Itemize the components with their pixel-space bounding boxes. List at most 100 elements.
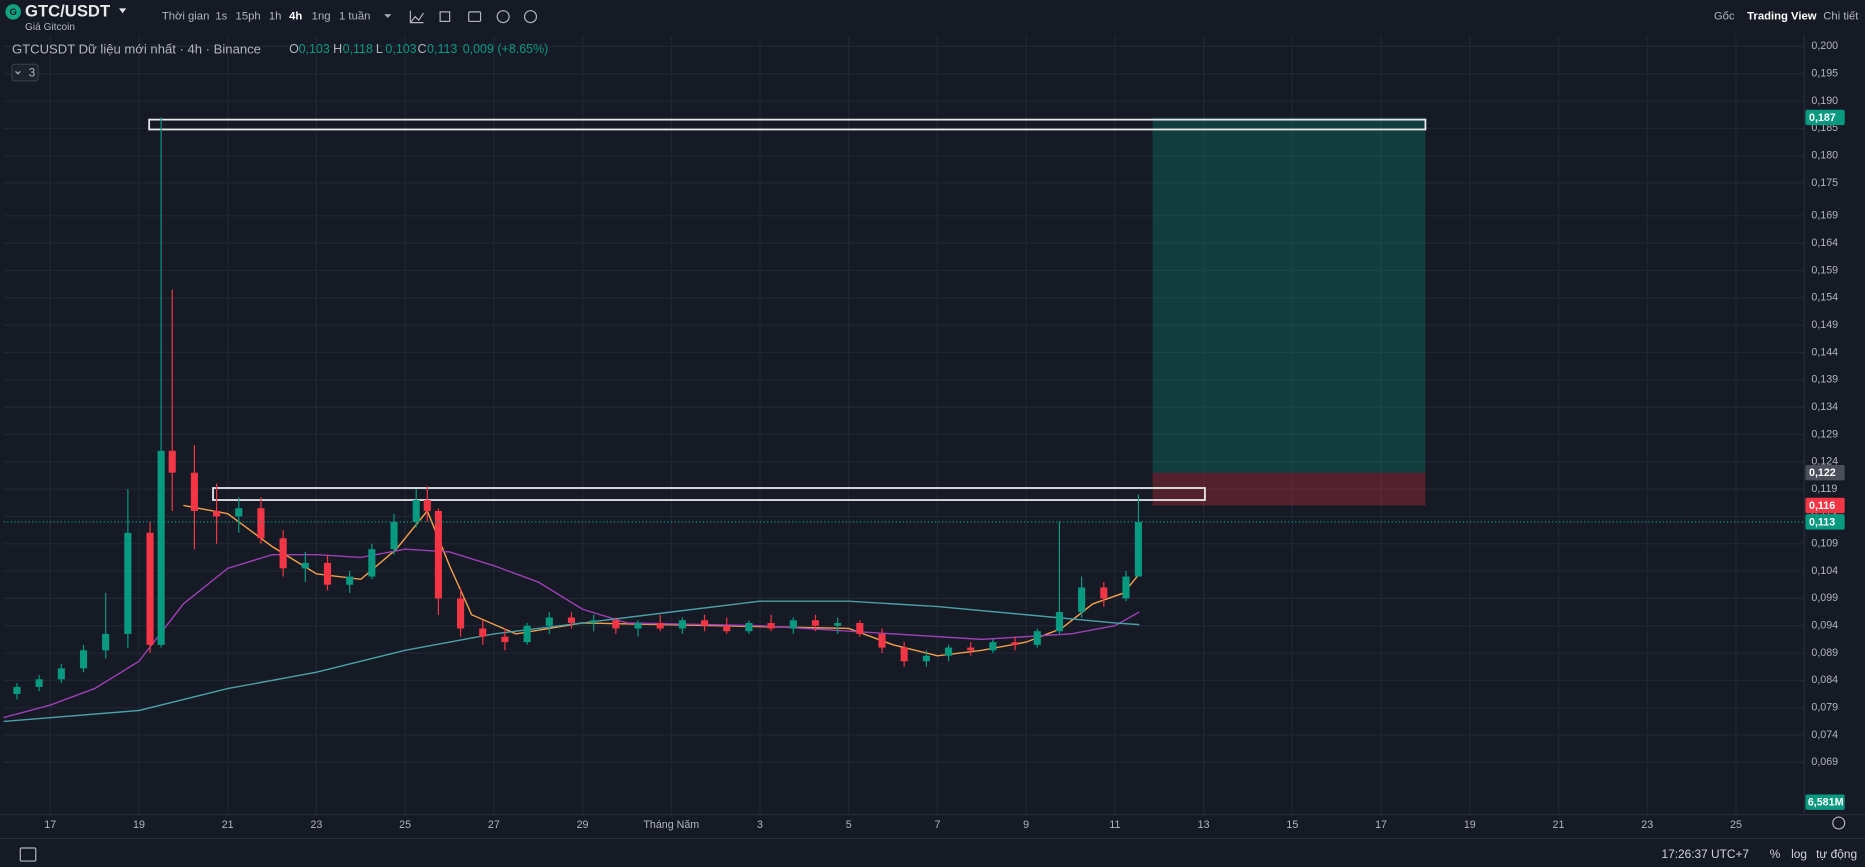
calendar-icon[interactable] [19,847,37,862]
interval-option[interactable]: 4h [289,11,302,23]
scale-option[interactable]: % [1770,847,1781,861]
view-option[interactable]: Trading View [1747,11,1817,23]
candle-body [1033,631,1041,645]
indicator-icon[interactable] [409,10,424,24]
candle-body [35,679,43,687]
x-tick-label: 23 [310,819,322,831]
price-badge [1805,109,1845,126]
scale-option[interactable]: tự động [1816,847,1857,861]
x-tick-label: 23 [1641,819,1653,831]
view-option[interactable]: Chi tiết [1823,11,1859,23]
candle-body [423,500,431,511]
candle-body [79,650,88,669]
x-tick-label: 21 [222,819,234,831]
candle-body [1100,587,1108,599]
y-tick-label: 0,195 [1811,68,1838,80]
y-tick-label: 0,084 [1811,674,1838,686]
candle-body [967,647,975,651]
volume-label: 6,581M [1808,797,1844,809]
candle-body [501,636,509,643]
candle-body [168,450,176,473]
snapshot-icon[interactable] [468,11,482,23]
scale-option[interactable]: log [1791,847,1807,861]
candle-body [789,620,797,629]
candle-body [1055,612,1064,632]
candle-body [235,508,243,517]
y-tick-label: 0,109 [1811,538,1838,550]
x-tick-label: 19 [1464,819,1476,831]
symbol[interactable]: GTC/USDT [25,1,110,20]
interval-label: Thời gian [162,11,210,23]
y-tick-label: 0,074 [1811,729,1838,741]
x-tick-label: 17 [1375,819,1387,831]
y-tick-label: 0,094 [1811,620,1838,632]
price-badge [1805,464,1845,481]
candle-body [146,532,154,645]
interval-option[interactable]: 1s [215,11,227,23]
settings-icon[interactable] [523,10,538,24]
candle-body [900,647,908,662]
candle-body [678,620,686,629]
x-tick-label: 15 [1286,819,1298,831]
candle-body [257,508,265,539]
add-icon[interactable] [496,10,510,24]
x-tick-label: 19 [133,819,145,831]
y-tick-label: 0,149 [1811,319,1838,331]
interval-option[interactable]: 1 tuần [339,11,370,23]
y-tick-label: 0,104 [1811,565,1838,577]
candle-body [834,622,842,626]
candle-body [878,633,886,648]
legend-key: H [333,42,342,56]
volume-badge [1805,794,1845,810]
candle-body [523,625,531,643]
candle-body [412,500,420,522]
interval-dropdown[interactable] [384,14,392,18]
y-tick-label: 0,164 [1811,237,1838,249]
axis-settings[interactable] [1832,816,1846,830]
symbol-dropdown[interactable] [119,8,127,14]
view-option[interactable]: Gốc [1714,11,1735,23]
interval-option[interactable]: 15ph [236,11,261,23]
y-tick-label: 0,139 [1811,374,1838,386]
x-tick-label: 9 [1023,819,1029,831]
legend-value: 0,118 [343,42,373,56]
x-tick-label: 25 [399,819,411,831]
interval-option[interactable]: 1ng [312,11,331,23]
y-tick-label: 0,185 [1811,122,1838,134]
candle-body [612,620,620,629]
level-box[interactable] [212,487,1206,501]
clock: 17:26:37 UTC+7 [1662,847,1749,861]
candle-body [567,617,576,623]
candle-body [656,622,664,629]
x-tick-label: 3 [757,819,763,831]
candle-body [1078,587,1086,613]
interval-option[interactable]: 1h [269,11,282,23]
legend-title: GTCUSDT Dữ liệu mới nhất · 4h · Binance [12,41,261,56]
indicator-count: 3 [29,65,36,79]
y-tick-label: 0,069 [1811,756,1838,768]
chevron [15,70,21,75]
level-box[interactable] [148,118,1427,131]
candle-body [590,620,598,623]
candle-body [190,472,198,511]
plot [3,117,1805,723]
legend-value: 0,103 [385,42,416,56]
grid [0,34,1865,816]
candle-body [102,633,110,651]
candle-body [479,628,487,637]
y-tick-label: 0,129 [1811,428,1838,440]
x-tick-label: 25 [1730,819,1742,831]
candle-body [745,622,753,632]
indicator-toggle[interactable] [11,63,39,82]
candle-body [1134,521,1142,577]
moving-average [3,600,1140,723]
y-tick-label: 0,154 [1811,292,1838,304]
price-badge-label: 0,113 [1809,516,1835,528]
y-tick-label: 0,180 [1811,150,1838,162]
y-tick-label: 0,200 [1811,40,1838,52]
compare-icon[interactable] [439,11,451,23]
x-tick-label: 11 [1109,819,1120,831]
x-tick-label: Tháng Năm [643,819,699,831]
legend-key: L [376,42,383,56]
